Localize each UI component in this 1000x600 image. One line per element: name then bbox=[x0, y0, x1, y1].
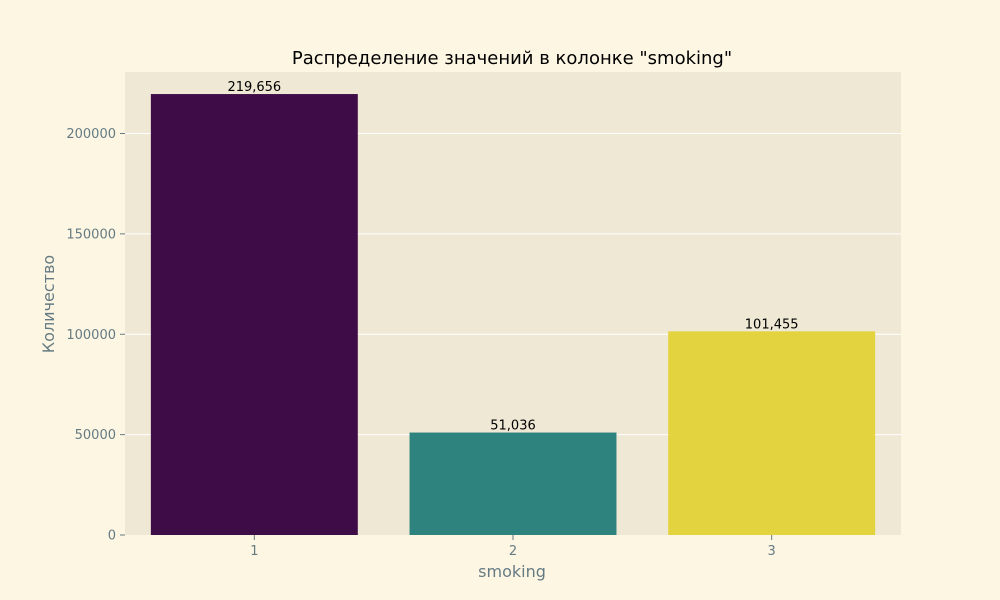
y-tick-label: 0 bbox=[108, 529, 116, 544]
y-tick-label: 200000 bbox=[66, 127, 116, 142]
x-axis-label: smoking bbox=[478, 562, 546, 581]
bar bbox=[150, 94, 358, 535]
bar-value-labels: 219,656 51,036 101,455 bbox=[227, 80, 798, 433]
bars bbox=[150, 94, 876, 535]
y-tick-label: 50000 bbox=[75, 428, 116, 443]
bar bbox=[409, 432, 617, 535]
bar bbox=[668, 331, 876, 535]
x-tick-label: 3 bbox=[768, 544, 776, 559]
y-tick-label: 100000 bbox=[66, 328, 116, 343]
bar-value-label: 101,455 bbox=[745, 317, 799, 332]
bar-value-label: 51,036 bbox=[490, 419, 536, 434]
x-axis-ticks: 1 2 3 bbox=[250, 535, 776, 559]
chart-title: Распределение значений в колонке "smokin… bbox=[292, 48, 732, 69]
y-axis-ticks: 0 50000 100000 150000 200000 bbox=[66, 127, 125, 544]
y-axis-label: Количество bbox=[39, 255, 58, 353]
x-tick-label: 2 bbox=[509, 544, 517, 559]
y-tick-label: 150000 bbox=[66, 227, 116, 242]
bar-value-label: 219,656 bbox=[227, 80, 281, 95]
x-tick-label: 1 bbox=[250, 544, 258, 559]
